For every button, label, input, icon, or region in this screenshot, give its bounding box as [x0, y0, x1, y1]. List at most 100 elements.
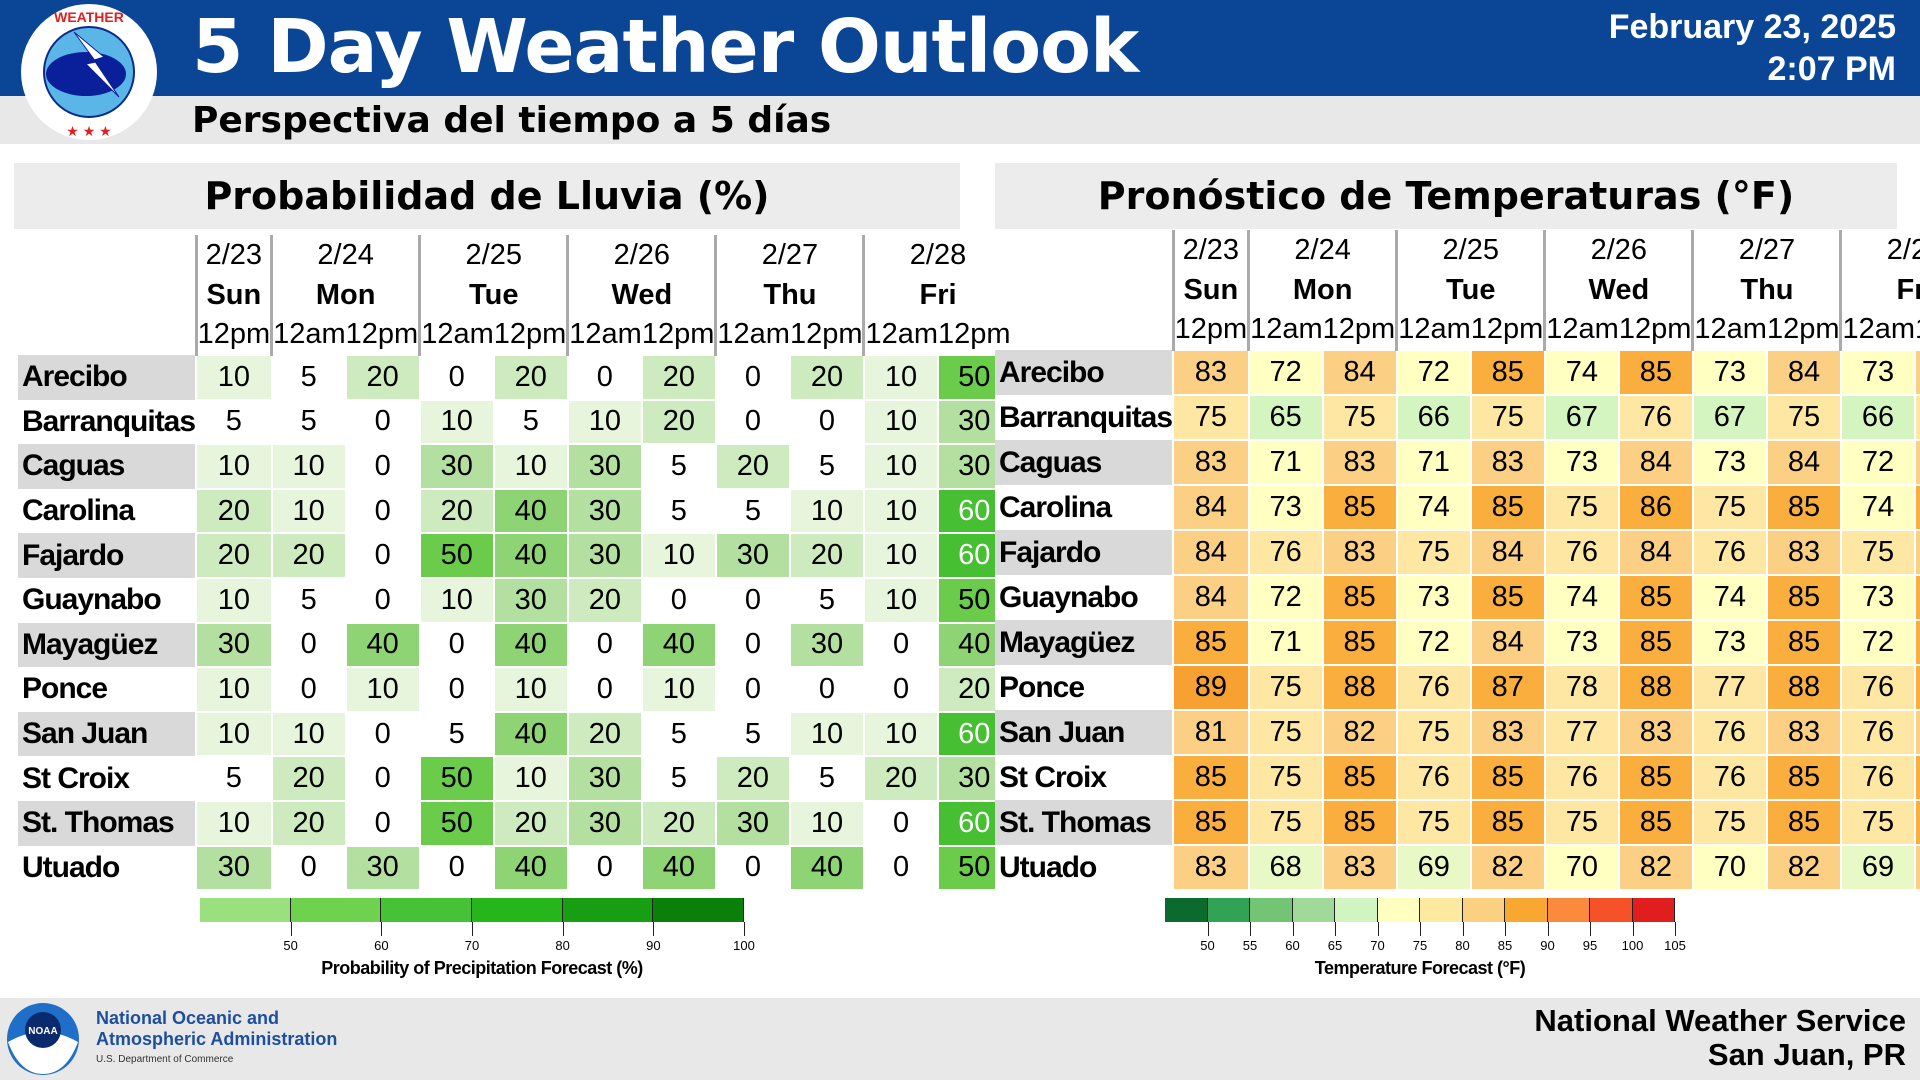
row-location: St Croix: [995, 755, 1174, 800]
value-cell: 40: [492, 844, 569, 892]
legend-tick: [472, 922, 473, 936]
value-cell: 70: [1691, 844, 1768, 891]
legend-tick-label: 85: [1497, 938, 1513, 953]
value-cell: 5: [270, 398, 347, 446]
value-cell: 0: [714, 621, 791, 669]
noaa-logo: NOAA: [7, 1003, 79, 1075]
value-cell: 75: [1395, 709, 1472, 756]
legend-tick-label: 80: [1455, 938, 1470, 953]
value-cell: 76: [1395, 664, 1472, 711]
value-cell: 0: [640, 576, 717, 624]
value-cell: 85: [1469, 754, 1546, 801]
value-cell: 0: [344, 487, 421, 535]
value-cell: 84: [1617, 439, 1694, 486]
value-cell: 0: [344, 799, 421, 847]
value-cell: 75: [1247, 709, 1324, 756]
value-cell: 88: [1617, 664, 1694, 711]
value-cell: 76: [1691, 709, 1768, 756]
legend-tick-label: 75: [1412, 938, 1428, 953]
time: 2:07 PM: [1767, 50, 1897, 88]
noaa-dept: U.S. Department of Commerce: [96, 1054, 234, 1065]
value-cell: 73: [1395, 574, 1472, 621]
row-location: Fajardo: [995, 530, 1174, 575]
legend-tick-label: 95: [1582, 938, 1598, 953]
column-day: Wed: [1543, 270, 1693, 310]
value-cell: 75: [1765, 394, 1842, 441]
legend-tick: [290, 922, 292, 936]
value-cell: 5: [195, 755, 273, 802]
value-cell: 0: [344, 576, 421, 624]
value-cell: 20: [270, 755, 347, 802]
header-bar: [0, 0, 1920, 96]
row-location: Fajardo: [18, 533, 197, 578]
legend-tick-label: 105: [1664, 938, 1686, 953]
value-cell: 75: [1543, 484, 1620, 531]
column-time: 12am: [1543, 310, 1619, 350]
table-row: Utuado 30 0 30 0 40 0 40 0 40 0 50: [18, 844, 1012, 892]
value-cell: 30: [788, 621, 865, 669]
legend-swatch: [1420, 898, 1463, 922]
table-row: Guaynabo8472857385748574857385: [995, 574, 1920, 621]
legend-tick: [1420, 922, 1421, 936]
table-row: San Juan8175827583778376837683: [995, 709, 1920, 756]
date: February 23, 2025: [1608, 8, 1896, 46]
column-time: 12pm: [1470, 313, 1544, 345]
value-cell: 76: [1543, 754, 1620, 801]
value-cell: 0: [862, 621, 940, 669]
legend-tick: [1505, 922, 1506, 936]
nws-line1: National Weather Service: [1534, 1003, 1906, 1038]
value-cell: 84: [1914, 529, 1920, 576]
value-cell: 20: [195, 487, 273, 535]
column-time: 12am: [270, 315, 346, 355]
value-cell: 20: [862, 755, 940, 802]
value-cell: 75: [1543, 799, 1620, 846]
value-cell: 30: [566, 532, 643, 579]
value-cell: 85: [1765, 574, 1842, 621]
legend-swatch: [562, 898, 654, 922]
value-cell: 30: [195, 621, 273, 669]
legend-swatch: [1590, 898, 1633, 922]
corner-cell: [18, 315, 196, 355]
table-row: St. Thomas 10 20 0 50 20 30 20 30 10 0 60: [18, 799, 1012, 847]
legend-swatch: [1377, 898, 1420, 922]
value-cell: 84: [1469, 619, 1546, 666]
value-cell: 10: [862, 443, 940, 490]
value-cell: 73: [1247, 484, 1324, 531]
column-date: 2/24: [1247, 230, 1397, 270]
table-row: Mayagüez8571857284738573857285: [995, 619, 1920, 666]
value-cell: 85: [1617, 619, 1694, 666]
legend-tick-label: 70: [1370, 938, 1385, 953]
value-cell: 10: [195, 799, 273, 847]
value-cell: 85: [1321, 799, 1398, 846]
value-cell: 10: [640, 666, 717, 713]
value-cell: 20: [714, 755, 791, 802]
value-cell: 85: [1617, 574, 1694, 621]
value-cell: 83: [1172, 349, 1250, 396]
value-cell: 82: [1469, 844, 1546, 891]
timestamp: February 23, 2025 2:07 PM: [1609, 6, 1896, 90]
value-cell: 20: [640, 799, 717, 847]
column-time: 12pm: [1322, 313, 1396, 345]
value-cell: 50: [418, 755, 495, 802]
column-day: Wed: [566, 275, 716, 315]
value-cell: 85: [1765, 799, 1842, 846]
column-time: 12pm: [1171, 310, 1249, 350]
value-cell: 74: [1395, 484, 1472, 531]
value-cell: 20: [344, 354, 421, 401]
value-cell: 30: [566, 799, 643, 847]
value-cell: 40: [640, 844, 717, 892]
value-cell: 76: [1395, 754, 1472, 801]
value-cell: 73: [1839, 349, 1917, 396]
temp-table: 2/232/242/252/262/272/28SunMonTueWedThuF…: [995, 230, 1920, 891]
footer: [0, 998, 1920, 1080]
value-cell: 84: [1172, 529, 1250, 576]
column-time: 12pm: [1618, 313, 1692, 345]
value-cell: 83: [1172, 844, 1250, 891]
value-cell: 10: [418, 398, 495, 446]
legend-swatch: [1462, 898, 1505, 922]
value-cell: 88: [1914, 664, 1920, 711]
value-cell: 73: [1691, 439, 1768, 486]
value-cell: 85: [1321, 484, 1398, 531]
header-row-dates: 2/232/242/252/262/272/28: [995, 230, 1920, 270]
